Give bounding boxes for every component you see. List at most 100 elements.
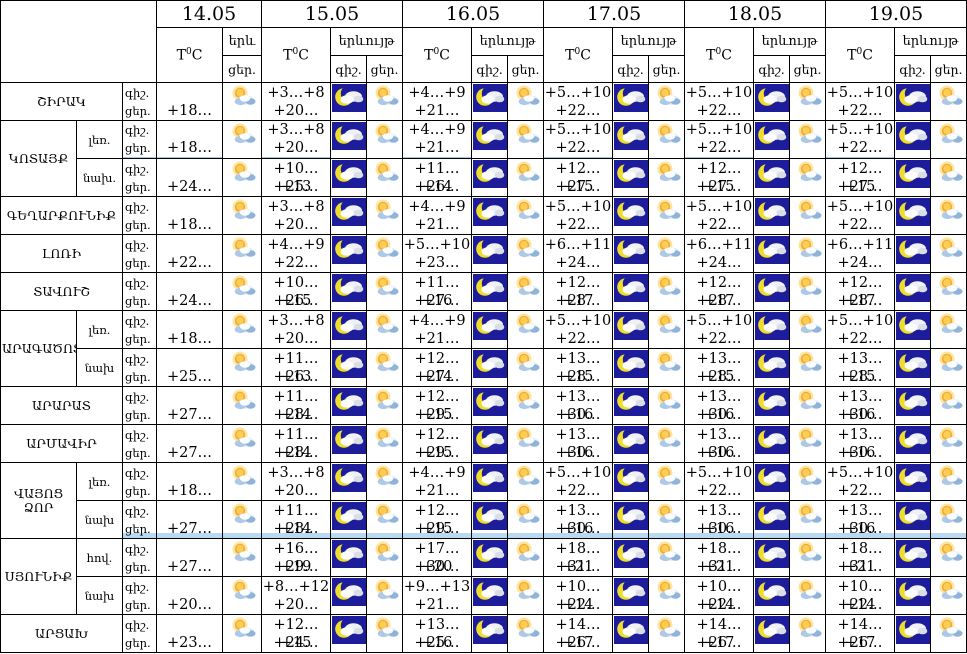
temp-cell: +12…+17+28…+32 (543, 272, 614, 311)
day-value: +21…+26 (414, 596, 460, 613)
day-icon-cell (507, 424, 545, 463)
night-value: գիշ. (125, 123, 150, 137)
day-icon-cell (366, 120, 404, 159)
day-icon-cell (222, 424, 263, 463)
night-icon-cell (471, 500, 509, 539)
sun-cloud-icon (227, 123, 257, 145)
night-icon-cell (471, 576, 509, 615)
moon-cloud-icon (754, 388, 789, 416)
night-value (158, 350, 222, 368)
sun-cloud-icon (934, 161, 964, 183)
day-icon-cell (222, 538, 263, 577)
day-icon-cell (648, 576, 686, 615)
night-value: +6…+11 (826, 236, 894, 253)
night-subheader: գիշ. (330, 55, 368, 83)
day-value: +21…+24 (414, 216, 460, 233)
temp-cell-first-day: +25…+27 (156, 348, 224, 387)
sun-cloud-icon (370, 161, 400, 183)
night-value: գիշ. (125, 237, 150, 252)
moon-cloud-icon (331, 502, 366, 530)
day-value: ցեր. (125, 521, 151, 536)
moon-cloud-icon (472, 160, 507, 188)
night-icon-cell (330, 310, 368, 349)
night-icon-cell (894, 500, 932, 539)
moon-cloud-icon (331, 122, 366, 150)
day-value: +27…+29 (696, 178, 742, 195)
day-icon-cell (648, 82, 686, 121)
day-icon-cell (366, 272, 404, 311)
moon-cloud-icon (895, 122, 930, 150)
night-icon-cell (612, 234, 650, 273)
day-value: +22…+25 (837, 330, 883, 347)
night-value (158, 540, 222, 558)
night-value: +12…+15 (273, 616, 319, 651)
night-value: +13…+16 (696, 502, 742, 537)
moon-cloud-icon (331, 84, 366, 112)
night-value (158, 388, 222, 406)
night-icon-cell (753, 424, 791, 463)
day-value: +29…+31 (414, 520, 460, 537)
forecast-row: նախգիշ.ցեր.+27…+29+11…+14+28…+30+12…+15+… (1, 500, 967, 539)
night-value: +3…+8 (267, 122, 325, 138)
moon-cloud-icon (754, 122, 789, 150)
forecast-row: ԱՐԱԳԱԾՈՏՆլեռ.գիշ. ցեր. +18…+22 +3…+8+20…+23… (0, 310, 967, 387)
day-icon-cell (930, 538, 967, 577)
temp-cell-first-day: +18…+22 (156, 310, 224, 349)
day-icon-cell (222, 158, 263, 197)
temp-cell: +5…+10+23…+26 (402, 234, 473, 273)
night-value: գիշ. (125, 465, 150, 480)
night-value: գիշ. (125, 389, 150, 404)
night-value: գիշ. (125, 579, 150, 594)
day-value: +22…+25 (696, 482, 742, 499)
region-cell: ԱՐՄԱՎԻՐ (0, 424, 123, 463)
night-value: +12…+15 (414, 426, 460, 461)
moon-cloud-icon (754, 312, 789, 340)
temp-cell: +11…+16+27…+31 (402, 272, 473, 311)
sun-cloud-icon (511, 85, 541, 107)
day-value: +22…+25 (696, 330, 742, 347)
sun-cloud-icon (227, 503, 257, 525)
temp-cell: +10…+14+22…+27 (684, 576, 755, 615)
day-value: +23…+26 (414, 254, 460, 271)
day-icon-cell (222, 500, 263, 539)
night-value: +13…+15 (837, 350, 883, 385)
night-icon-cell (612, 310, 650, 349)
temp-cell: +12…+15+27…+29 (825, 158, 896, 197)
night-value: +11…+13 (273, 350, 319, 385)
sun-cloud-icon (511, 275, 541, 297)
night-icon-cell (612, 158, 650, 197)
night-icon-cell (894, 196, 932, 235)
night-value: +14…+17 (555, 616, 601, 651)
time-label-cell: գիշ. ցեր. (121, 462, 158, 501)
temp-cell: +5…+10+22…+25 (684, 120, 755, 159)
night-value: գիշ. (125, 199, 150, 214)
temp-cell-first-day: +18…+22 (156, 82, 224, 121)
sun-cloud-icon (934, 275, 964, 297)
night-value: +12…+15 (837, 160, 883, 195)
temp-cell: +5…+10+22…+25 (825, 120, 896, 159)
sun-cloud-icon (370, 237, 400, 259)
sun-cloud-icon (227, 161, 257, 183)
night-value: +12…+14 (414, 350, 460, 385)
day-icon-cell (789, 82, 827, 121)
temp-cell: +8…+12+20…+25 (261, 576, 332, 615)
temp-cell: +6…+11+24…+27 (825, 234, 896, 273)
region-cell: ՏԱՎՈՒՇ (0, 272, 123, 311)
day-icon-cell (648, 614, 686, 653)
day-icon-cell (507, 614, 545, 653)
phenomenon-header: երևույթ (471, 27, 545, 56)
night-icon-cell (330, 424, 368, 463)
day-value: +22…+25 (555, 482, 601, 499)
zone-cell: հով. (76, 538, 123, 577)
day-value: +18…+22 (166, 482, 213, 499)
day-value: +25…+30 (414, 634, 460, 651)
day-value: ցեր. (125, 483, 151, 498)
temp-cell: +13…+16+30…+32 (543, 386, 614, 425)
sun-cloud-icon (793, 427, 823, 449)
moon-cloud-icon (472, 464, 507, 492)
day-icon-cell (366, 158, 404, 197)
temp-cell: +12…+15+27…+29 (684, 158, 755, 197)
temp-cell: +12…+15+24…+29 (261, 614, 332, 653)
